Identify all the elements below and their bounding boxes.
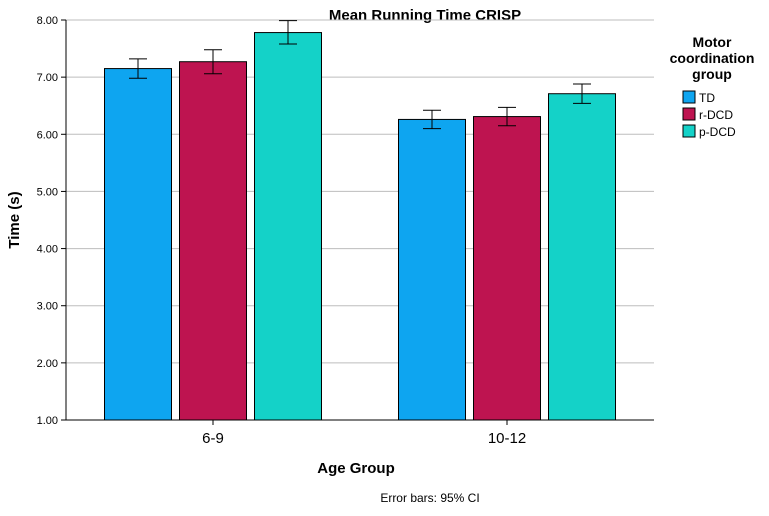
y-tick-label: 8.00 [37, 15, 58, 27]
bar-TD-6-9 [104, 68, 172, 421]
y-tick-label: 3.00 [37, 301, 58, 313]
legend-label-r-DCD: r-DCD [699, 108, 733, 122]
y-tick-label: 4.00 [37, 244, 58, 256]
y-tick-label: 5.00 [37, 186, 58, 198]
bar-r-DCD-6-9 [179, 61, 247, 421]
legend-swatch-TD [682, 90, 696, 104]
x-tick-label: 10-12 [488, 430, 526, 447]
x-tick-label: 6-9 [202, 430, 224, 447]
y-axis-title: Time (s) [6, 191, 23, 248]
y-tick-label: 6.00 [37, 129, 58, 141]
y-tick-label: 1.00 [37, 415, 58, 427]
y-axis-ticks: 1.00 2.00 3.00 4.00 5.00 6.00 7.00 8.00 [37, 15, 66, 427]
error-bars [129, 20, 591, 130]
y-tick-label: 7.00 [37, 72, 58, 84]
chart-title: Mean Running Time CRISP [329, 7, 521, 24]
bar-p-DCD-10-12 [548, 93, 616, 421]
x-axis-title: Age Group [317, 460, 395, 477]
legend-swatch-p-DCD [682, 124, 696, 138]
legend-swatch-r-DCD [682, 107, 696, 121]
bar-r-DCD-10-12 [473, 116, 541, 421]
bar-p-DCD-6-9 [254, 32, 322, 421]
legend-label-p-DCD: p-DCD [699, 125, 736, 139]
legend-items: TD r-DCD p-DCD [682, 90, 736, 139]
legend-title-line-1: Motor [693, 34, 732, 50]
footnote: Error bars: 95% CI [380, 491, 479, 505]
legend-title-line-2: coordination [670, 50, 755, 66]
x-axis-ticks: 6-9 10-12 [202, 420, 526, 447]
legend: Motor coordination group TD r-DCD p-DCD [670, 34, 755, 139]
bar-TD-10-12 [398, 118, 466, 421]
legend-title-line-3: group [692, 66, 732, 82]
legend-label-TD: TD [699, 91, 715, 105]
bars [104, 32, 616, 421]
y-tick-label: 2.00 [37, 358, 58, 370]
